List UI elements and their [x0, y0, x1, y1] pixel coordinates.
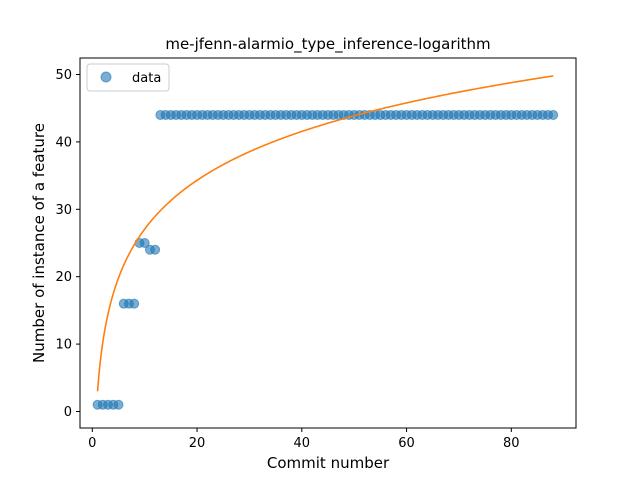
- legend: data: [86, 63, 170, 92]
- y-tick-label: 40: [55, 135, 72, 150]
- y-tick-label: 50: [55, 68, 72, 83]
- data-point: [150, 244, 161, 255]
- x-tick-label: 0: [88, 436, 96, 451]
- x-tick-label: 20: [189, 436, 206, 451]
- y-tick-label: 0: [64, 405, 72, 420]
- plot-frame: [79, 57, 577, 429]
- plot-area: [92, 75, 559, 410]
- x-axis-title: Commit number: [267, 454, 390, 472]
- y-tick-label: 30: [55, 203, 72, 218]
- data-point: [548, 109, 559, 120]
- legend-label: data: [132, 71, 161, 86]
- y-tick-label: 20: [55, 270, 72, 285]
- legend-box: [86, 63, 170, 92]
- fit-line: [96, 75, 554, 392]
- y-tick-label: 10: [55, 338, 72, 353]
- y-axis-title: Number of instance of a feature: [30, 123, 48, 363]
- x-tick-label: 80: [503, 436, 520, 451]
- x-tick-label: 40: [294, 436, 311, 451]
- data-point: [139, 238, 150, 248]
- data-point: [113, 399, 124, 410]
- chart-title: me-jfenn-alarmio_type_inference-logarith…: [165, 35, 490, 54]
- data-point: [129, 298, 140, 309]
- x-tick-label: 60: [398, 436, 415, 451]
- legend-marker: [100, 71, 112, 83]
